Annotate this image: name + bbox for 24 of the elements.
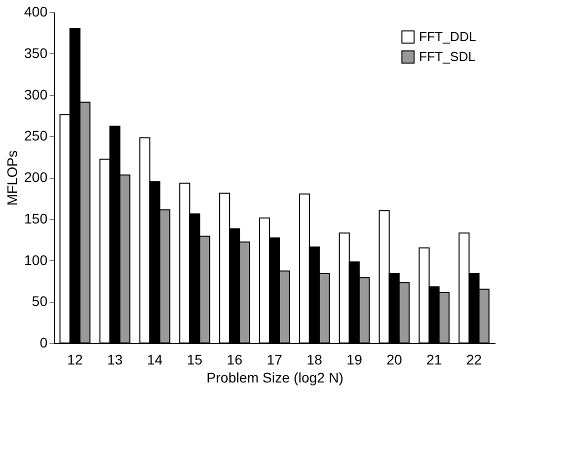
- y-tick-label: 400: [24, 4, 48, 20]
- x-tick-label: 16: [226, 352, 243, 368]
- x-tick-label: 21: [426, 352, 442, 368]
- x-tick-label: 19: [346, 352, 362, 368]
- y-tick-label: 350: [24, 44, 48, 61]
- x-axis-title: Problem Size (log2 N): [206, 370, 344, 386]
- x-tick-label: 14: [146, 352, 163, 368]
- y-tick-label: 0: [40, 334, 48, 350]
- x-tick-label: 22: [466, 352, 482, 368]
- y-tick-label: 50: [32, 293, 48, 310]
- x-tick-label: 17: [266, 352, 282, 368]
- y-tick-label: 150: [24, 210, 48, 226]
- legend-label: FFT_DDL: [419, 29, 476, 44]
- x-tick-label: 18: [306, 352, 322, 368]
- y-tick-label: 300: [24, 86, 48, 102]
- x-tick-label: 20: [386, 352, 402, 368]
- y-tick-label: 250: [24, 128, 48, 144]
- legend-label: FFT_SDL: [419, 49, 476, 64]
- y-tick-label: 200: [24, 169, 48, 185]
- x-tick-label: 13: [107, 352, 123, 368]
- y-tick-label: 100: [24, 252, 48, 268]
- x-tick-label: 12: [67, 352, 83, 368]
- y-axis-title: MFLOPs: [4, 150, 20, 206]
- x-tick-label: 15: [186, 352, 203, 368]
